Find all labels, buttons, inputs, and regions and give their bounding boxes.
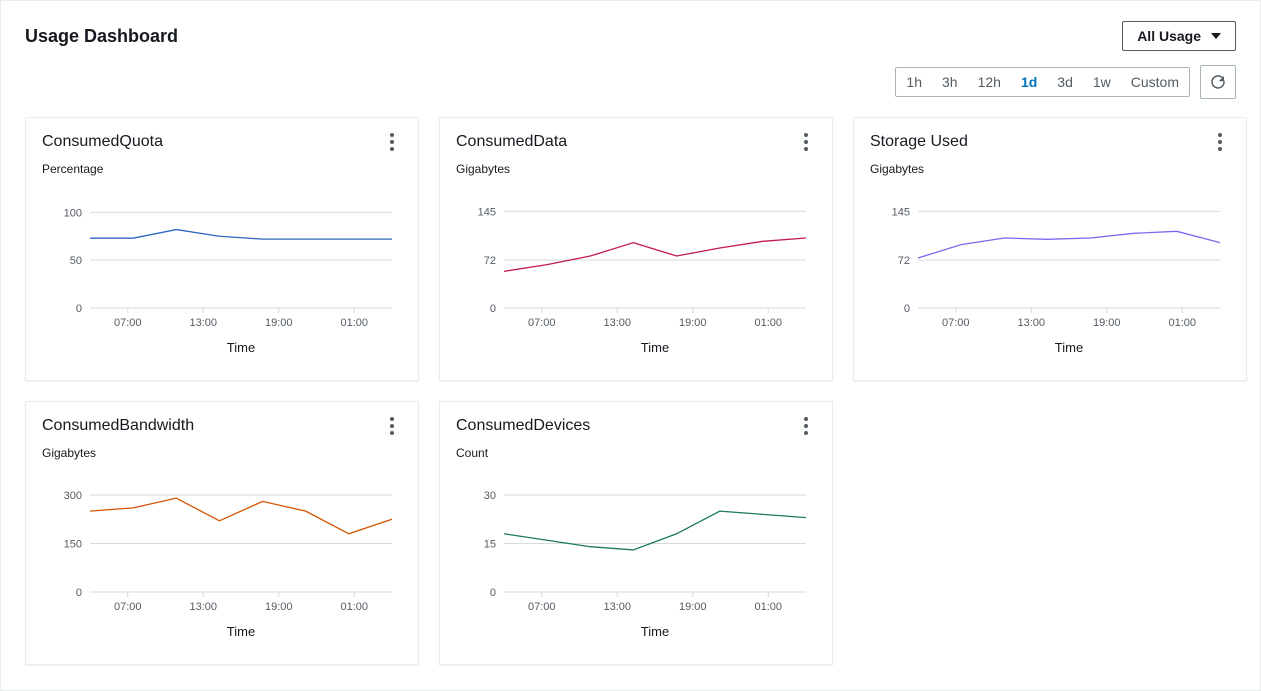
svg-text:19:00: 19:00 — [265, 317, 293, 329]
svg-text:72: 72 — [898, 255, 910, 267]
card-header: ConsumedBandwidth — [42, 416, 402, 436]
svg-text:01:00: 01:00 — [754, 317, 782, 329]
svg-text:0: 0 — [904, 303, 910, 315]
header-row: Usage Dashboard All Usage — [25, 21, 1236, 51]
svg-text:100: 100 — [64, 207, 82, 219]
data-series-line — [918, 231, 1220, 258]
time-range-3d[interactable]: 3d — [1047, 68, 1083, 96]
time-range-custom[interactable]: Custom — [1121, 68, 1189, 96]
controls-row: 1h3h12h1d3d1wCustom — [25, 65, 1236, 99]
x-axis-label: Time — [1055, 340, 1083, 355]
chart-area: 0 72 145 07:00 13:00 19:00 01:00 Time — [456, 180, 816, 370]
card-title: ConsumedQuota — [42, 133, 163, 151]
time-range-group: 1h3h12h1d3d1wCustom — [895, 67, 1190, 97]
time-range-1h[interactable]: 1h — [896, 68, 932, 96]
svg-text:01:00: 01:00 — [340, 317, 368, 329]
svg-text:19:00: 19:00 — [265, 601, 293, 613]
caret-down-icon — [1211, 33, 1221, 39]
card-menu-button[interactable] — [382, 132, 402, 152]
data-series-line — [504, 511, 806, 550]
time-range-12h[interactable]: 12h — [968, 68, 1011, 96]
chart-area: 0 72 145 07:00 13:00 19:00 01:00 Time — [870, 180, 1230, 370]
svg-text:13:00: 13:00 — [603, 601, 631, 613]
card-title: ConsumedBandwidth — [42, 417, 194, 435]
refresh-icon — [1209, 73, 1227, 91]
svg-text:13:00: 13:00 — [1017, 317, 1045, 329]
line-chart: 0 15 30 07:00 13:00 19:00 01:00 Time — [456, 464, 816, 654]
data-series-line — [90, 230, 392, 240]
card-title: ConsumedData — [456, 133, 567, 151]
svg-text:0: 0 — [490, 587, 496, 599]
svg-text:13:00: 13:00 — [603, 317, 631, 329]
card-menu-button[interactable] — [382, 416, 402, 436]
card-title: ConsumedDevices — [456, 417, 590, 435]
card-menu-button[interactable] — [796, 132, 816, 152]
usage-filter-dropdown[interactable]: All Usage — [1122, 21, 1236, 51]
time-range-1w[interactable]: 1w — [1083, 68, 1121, 96]
x-axis-label: Time — [227, 624, 255, 639]
x-axis-label: Time — [641, 624, 669, 639]
time-range-3h[interactable]: 3h — [932, 68, 968, 96]
time-range-1d[interactable]: 1d — [1011, 68, 1047, 96]
svg-text:07:00: 07:00 — [528, 601, 556, 613]
svg-text:30: 30 — [484, 490, 496, 502]
svg-text:07:00: 07:00 — [114, 317, 142, 329]
chart-card: ConsumedDevices Count 0 15 30 07:00 13:00 19:00… — [439, 401, 833, 665]
svg-text:0: 0 — [76, 587, 82, 599]
charts-grid: ConsumedQuota Percentage 0 50 100 07:00 13:00 1… — [13, 117, 1248, 665]
card-menu-button[interactable] — [1210, 132, 1230, 152]
svg-text:19:00: 19:00 — [1093, 317, 1121, 329]
card-menu-button[interactable] — [796, 416, 816, 436]
line-chart: 0 50 100 07:00 13:00 19:00 01:00 Time — [42, 180, 402, 370]
svg-text:13:00: 13:00 — [189, 317, 217, 329]
usage-filter-label: All Usage — [1137, 28, 1201, 44]
card-header: ConsumedDevices — [456, 416, 816, 436]
chart-area: 0 15 30 07:00 13:00 19:00 01:00 Time — [456, 464, 816, 654]
svg-text:01:00: 01:00 — [340, 601, 368, 613]
dashboard-page: Usage Dashboard All Usage 1h3h12h1d3d1wC… — [0, 0, 1261, 691]
refresh-button[interactable] — [1200, 65, 1236, 99]
card-header: ConsumedQuota — [42, 132, 402, 152]
y-axis-label: Gigabytes — [42, 446, 402, 460]
svg-text:50: 50 — [70, 255, 82, 267]
data-series-line — [504, 238, 806, 271]
svg-text:19:00: 19:00 — [679, 317, 707, 329]
svg-text:300: 300 — [64, 490, 82, 502]
chart-card: ConsumedData Gigabytes 0 72 145 07:00 13:00 19:… — [439, 117, 833, 381]
y-axis-label: Gigabytes — [456, 162, 816, 176]
card-header: Storage Used — [870, 132, 1230, 152]
page-title: Usage Dashboard — [25, 26, 178, 47]
line-chart: 0 72 145 07:00 13:00 19:00 01:00 Time — [870, 180, 1230, 370]
chart-card: ConsumedQuota Percentage 0 50 100 07:00 13:00 1… — [25, 117, 419, 381]
x-axis-label: Time — [227, 340, 255, 355]
svg-text:15: 15 — [484, 538, 496, 550]
svg-text:0: 0 — [490, 303, 496, 315]
chart-card: ConsumedBandwidth Gigabytes 0 150 300 07:00 13… — [25, 401, 419, 665]
x-axis-label: Time — [641, 340, 669, 355]
line-chart: 0 72 145 07:00 13:00 19:00 01:00 Time — [456, 180, 816, 370]
svg-text:150: 150 — [64, 538, 82, 550]
svg-text:01:00: 01:00 — [1168, 317, 1196, 329]
card-header: ConsumedData — [456, 132, 816, 152]
svg-text:07:00: 07:00 — [528, 317, 556, 329]
y-axis-label: Count — [456, 446, 816, 460]
card-title: Storage Used — [870, 133, 968, 151]
svg-text:01:00: 01:00 — [754, 601, 782, 613]
svg-text:72: 72 — [484, 255, 496, 267]
svg-text:07:00: 07:00 — [114, 601, 142, 613]
svg-text:13:00: 13:00 — [189, 601, 217, 613]
svg-text:0: 0 — [76, 303, 82, 315]
svg-text:07:00: 07:00 — [942, 317, 970, 329]
data-series-line — [90, 498, 392, 534]
chart-area: 0 50 100 07:00 13:00 19:00 01:00 Time — [42, 180, 402, 370]
svg-text:19:00: 19:00 — [679, 601, 707, 613]
chart-area: 0 150 300 07:00 13:00 19:00 01:00 Time — [42, 464, 402, 654]
line-chart: 0 150 300 07:00 13:00 19:00 01:00 Time — [42, 464, 402, 654]
svg-text:145: 145 — [892, 206, 910, 218]
y-axis-label: Gigabytes — [870, 162, 1230, 176]
chart-card: Storage Used Gigabytes 0 72 145 07:00 13:00 19:… — [853, 117, 1247, 381]
svg-text:145: 145 — [478, 206, 496, 218]
y-axis-label: Percentage — [42, 162, 402, 176]
